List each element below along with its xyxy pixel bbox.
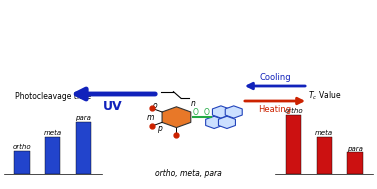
Text: meta: meta [315,130,333,136]
Text: Heating: Heating [259,105,291,114]
Text: ortho: ortho [13,144,31,150]
Bar [347,152,363,174]
Text: m: m [146,113,154,122]
Text: UV: UV [103,99,123,112]
Polygon shape [162,107,191,128]
Polygon shape [205,116,223,129]
Bar [317,136,332,174]
Text: o: o [152,101,157,110]
Text: O: O [193,108,199,117]
Polygon shape [225,106,242,118]
Text: para: para [347,146,363,152]
Text: Cooling: Cooling [259,74,291,83]
Title: $T_c$ Value: $T_c$ Value [308,90,341,102]
Text: ortho: ortho [284,108,303,114]
Text: O: O [204,108,210,117]
Bar [45,136,60,174]
Title: Photocleavage time: Photocleavage time [15,92,91,101]
Bar [14,151,30,174]
Bar [76,122,91,174]
Text: meta: meta [44,130,62,136]
Polygon shape [218,116,236,129]
Bar [286,115,301,174]
Text: p: p [157,124,161,133]
Text: ortho, meta, para: ortho, meta, para [155,169,222,178]
Text: para: para [75,115,91,122]
Text: $n$: $n$ [190,99,196,108]
Polygon shape [212,106,230,118]
